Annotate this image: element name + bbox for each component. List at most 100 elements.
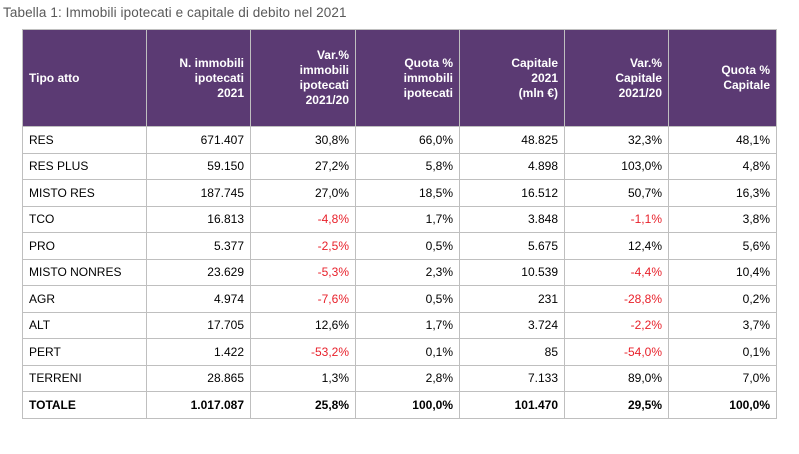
cell-var-immobili: -53,2% (250, 338, 356, 366)
header-tipo-atto: Tipo atto (22, 29, 147, 127)
table-row: TERRENI 28.865 1,3% 2,8% 7.133 89,0% 7,0% (22, 364, 777, 392)
cell-quota-immobili: 66,0% (355, 126, 460, 154)
cell-quota-immobili: 1,7% (355, 311, 460, 339)
cell-var-immobili: -7,6% (250, 285, 356, 313)
cell-n-immobili: 28.865 (146, 364, 251, 392)
cell-quota-capitale: 3,7% (668, 311, 777, 339)
cell-var-capitale: 103,0% (564, 152, 669, 180)
cell-tipo-atto: RES (22, 126, 147, 154)
table-caption: Tabella 1: Immobili ipotecati e capitale… (3, 5, 347, 20)
header-row: Tipo atto N. immobili ipotecati 2021 Var.% im… (22, 29, 777, 127)
cell-n-immobili: 16.813 (146, 205, 251, 233)
data-table: Tipo atto N. immobili ipotecati 2021 Var.% im… (22, 29, 777, 419)
cell-tipo-atto: TERRENI (22, 364, 147, 392)
cell-capitale: 5.675 (459, 232, 565, 260)
total-row: TOTALE 1.017.087 25,8% 100,0% 101.470 29,5% 10… (22, 391, 777, 419)
cell-var-immobili: 12,6% (250, 311, 356, 339)
table-row: AGR 4.974 -7,6% 0,5% 231 -28,8% 0,2% (22, 285, 777, 313)
header-n-immobili: N. immobili ipotecati 2021 (146, 29, 251, 127)
table-row: PRO 5.377 -2,5% 0,5% 5.675 12,4% 5,6% (22, 232, 777, 260)
cell-quota-capitale: 5,6% (668, 232, 777, 260)
cell-quota-capitale: 0,2% (668, 285, 777, 313)
cell-n-immobili: 671.407 (146, 126, 251, 154)
cell-quota-immobili: 5,8% (355, 152, 460, 180)
cell-var-immobili: -5,3% (250, 258, 356, 286)
header-line: 2021 (217, 85, 244, 100)
cell-n-immobili: 5.377 (146, 232, 251, 260)
cell-capitale: 48.825 (459, 126, 565, 154)
table-row: RES 671.407 30,8% 66,0% 48.825 32,3% 48,1% (22, 126, 777, 154)
cell-var-immobili: 1,3% (250, 364, 356, 392)
header-line: Capitale (615, 70, 662, 85)
cell-var-capitale: -28,8% (564, 285, 669, 313)
header-line: N. immobili (179, 55, 244, 70)
table-row: ALT 17.705 12,6% 1,7% 3.724 -2,2% 3,7% (22, 311, 777, 339)
cell-tipo-atto: TCO (22, 205, 147, 233)
cell-var-capitale: 12,4% (564, 232, 669, 260)
cell-var-capitale: 32,3% (564, 126, 669, 154)
header-line: Tipo atto (29, 70, 80, 85)
cell-quota-immobili: 1,7% (355, 205, 460, 233)
cell-quota-capitale: 0,1% (668, 338, 777, 366)
cell-quota-immobili: 0,1% (355, 338, 460, 366)
header-line: Quota % (721, 63, 770, 77)
cell-var-capitale: -1,1% (564, 205, 669, 233)
header-line: immobili (403, 70, 453, 85)
cell-tipo-atto: AGR (22, 285, 147, 313)
table-body: RES 671.407 30,8% 66,0% 48.825 32,3% 48,1% RES … (22, 126, 777, 419)
header-line: immobili (299, 63, 349, 77)
cell-n-immobili: 59.150 (146, 152, 251, 180)
table-row: RES PLUS 59.150 27,2% 5,8% 4.898 103,0% 4,8% (22, 152, 777, 180)
cell-capitale: 16.512 (459, 179, 565, 207)
header-var-immobili: Var.% immobili ipotecati 2021/20 (250, 29, 356, 127)
cell-tipo-atto: RES PLUS (22, 152, 147, 180)
cell-quota-immobili: 100,0% (355, 391, 460, 419)
table-row: PERT 1.422 -53,2% 0,1% 85 -54,0% 0,1% (22, 338, 777, 366)
header-line: Quota % (404, 55, 453, 70)
cell-var-capitale: -4,4% (564, 258, 669, 286)
cell-capitale: 231 (459, 285, 565, 313)
table-row: MISTO NONRES 23.629 -5,3% 2,3% 10.539 -4,4% 10… (22, 258, 777, 286)
cell-tipo-atto: MISTO RES (22, 179, 147, 207)
cell-n-immobili: 187.745 (146, 179, 251, 207)
cell-var-capitale: -2,2% (564, 311, 669, 339)
header-quota-capitale: Quota % Capitale (668, 29, 777, 127)
header-quota-immobili: Quota % immobili ipotecati (355, 29, 460, 127)
cell-var-immobili: -4,8% (250, 205, 356, 233)
cell-capitale: 3.724 (459, 311, 565, 339)
table-row: TCO 16.813 -4,8% 1,7% 3.848 -1,1% 3,8% (22, 205, 777, 233)
header-line: Capitale (723, 78, 770, 92)
cell-quota-capitale: 10,4% (668, 258, 777, 286)
table-row: MISTO RES 187.745 27,0% 18,5% 16.512 50,7% 16,… (22, 179, 777, 207)
cell-var-capitale: 29,5% (564, 391, 669, 419)
header-line: (mln €) (518, 85, 558, 100)
header-line: 2021/20 (618, 85, 662, 100)
table-header: Tipo atto N. immobili ipotecati 2021 Var.% im… (22, 29, 777, 127)
cell-var-immobili: 27,0% (250, 179, 356, 207)
cell-quota-capitale: 48,1% (668, 126, 777, 154)
cell-var-immobili: 30,8% (250, 126, 356, 154)
cell-quota-immobili: 0,5% (355, 285, 460, 313)
header-line: Capitale (511, 55, 558, 70)
cell-var-capitale: 89,0% (564, 364, 669, 392)
cell-n-immobili: 4.974 (146, 285, 251, 313)
cell-tipo-atto: PERT (22, 338, 147, 366)
header-line: Var.% (316, 48, 349, 62)
header-var-capitale: Var.% Capitale 2021/20 (564, 29, 669, 127)
cell-tipo-atto: PRO (22, 232, 147, 260)
cell-capitale: 10.539 (459, 258, 565, 286)
cell-quota-capitale: 100,0% (668, 391, 777, 419)
cell-tipo-atto: MISTO NONRES (22, 258, 147, 286)
header-line: ipotecati (299, 78, 349, 92)
header-capitale: Capitale 2021 (mln €) (459, 29, 565, 127)
cell-var-capitale: 50,7% (564, 179, 669, 207)
cell-n-immobili: 1.017.087 (146, 391, 251, 419)
cell-quota-immobili: 0,5% (355, 232, 460, 260)
header-line: ipotecati (194, 70, 244, 85)
cell-capitale: 4.898 (459, 152, 565, 180)
cell-var-immobili: 25,8% (250, 391, 356, 419)
cell-n-immobili: 17.705 (146, 311, 251, 339)
cell-quota-immobili: 18,5% (355, 179, 460, 207)
cell-capitale: 7.133 (459, 364, 565, 392)
cell-capitale: 3.848 (459, 205, 565, 233)
